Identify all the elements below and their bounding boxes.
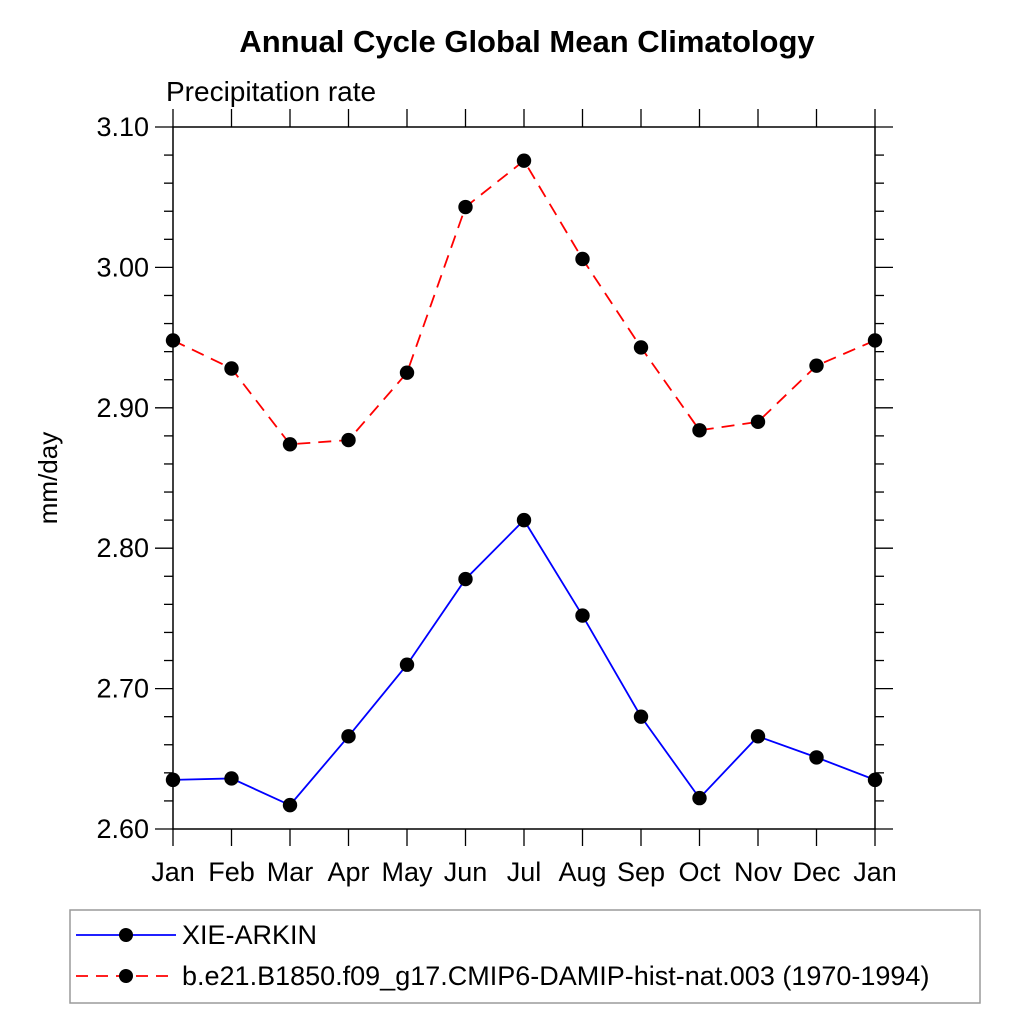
plot-border bbox=[172, 126, 876, 830]
data-point bbox=[282, 437, 298, 452]
x-tick-label: Jan bbox=[853, 857, 897, 887]
y-tick-label: 2.70 bbox=[96, 674, 149, 704]
data-point bbox=[692, 790, 707, 806]
y-tick-label: 2.60 bbox=[96, 814, 149, 844]
x-tick-label: Oct bbox=[678, 857, 721, 887]
data-point bbox=[399, 657, 415, 672]
data-point bbox=[458, 571, 473, 587]
y-tick-label: 3.10 bbox=[96, 112, 149, 142]
x-tick-label: Feb bbox=[208, 857, 255, 887]
legend-box bbox=[69, 909, 981, 1004]
y-tick-label: 2.80 bbox=[96, 533, 149, 563]
data-point bbox=[516, 153, 532, 168]
x-tick-label: Sep bbox=[617, 857, 665, 887]
chart-subtitle: Precipitation rate bbox=[166, 76, 376, 107]
series-line-1 bbox=[172, 159, 876, 446]
y-axis-label: mm/day bbox=[33, 432, 63, 524]
x-tick-label: Jul bbox=[507, 857, 542, 887]
x-tick-label: Jan bbox=[151, 857, 195, 887]
data-point bbox=[282, 797, 298, 813]
legend-label-obs: XIE-ARKIN bbox=[182, 920, 317, 950]
chart-title: Annual Cycle Global Mean Climatology bbox=[239, 24, 815, 59]
plot-area: Jan Feb Mar Apr May Jun Jul Aug Sep Oct Nov Dec Jan2… bbox=[96, 109, 897, 887]
data-point bbox=[224, 771, 239, 786]
y-tick-label: 3.00 bbox=[96, 252, 149, 282]
data-point bbox=[575, 251, 590, 267]
legend: XIE-ARKIN b.e21.B1850.f09_g17.CMIP6-DAMI… bbox=[69, 909, 981, 1004]
data-point bbox=[458, 199, 473, 215]
data-point bbox=[633, 709, 649, 724]
data-point bbox=[165, 333, 181, 348]
data-point bbox=[341, 432, 356, 448]
x-tick-label: Dec bbox=[792, 857, 840, 887]
legend-samples bbox=[76, 928, 176, 983]
x-tick-label: May bbox=[381, 857, 433, 887]
x-tick-label: Aug bbox=[558, 857, 606, 887]
x-tick-label: Apr bbox=[327, 857, 369, 887]
data-point bbox=[399, 365, 415, 380]
series-line-0 bbox=[172, 518, 876, 807]
data-point bbox=[809, 750, 824, 765]
data-point bbox=[516, 512, 532, 528]
data-point bbox=[692, 423, 707, 438]
legend-marker-0 bbox=[119, 928, 133, 942]
y-tick-label: 2.90 bbox=[96, 393, 149, 423]
data-point bbox=[224, 361, 239, 376]
data-point bbox=[750, 729, 766, 744]
x-tick-label: Nov bbox=[734, 857, 783, 887]
data-point bbox=[341, 729, 356, 744]
data-point bbox=[809, 358, 824, 373]
data-point bbox=[867, 772, 883, 788]
data-point bbox=[575, 608, 590, 623]
legend-marker-1 bbox=[119, 969, 133, 983]
x-tick-label: Mar bbox=[267, 857, 314, 887]
data-point bbox=[867, 333, 883, 348]
data-point bbox=[165, 772, 181, 788]
legend-label-model: b.e21.B1850.f09_g17.CMIP6-DAMIP-hist-nat… bbox=[182, 961, 929, 991]
data-point bbox=[633, 340, 649, 355]
data-point bbox=[750, 414, 766, 430]
x-tick-label: Jun bbox=[444, 857, 488, 887]
